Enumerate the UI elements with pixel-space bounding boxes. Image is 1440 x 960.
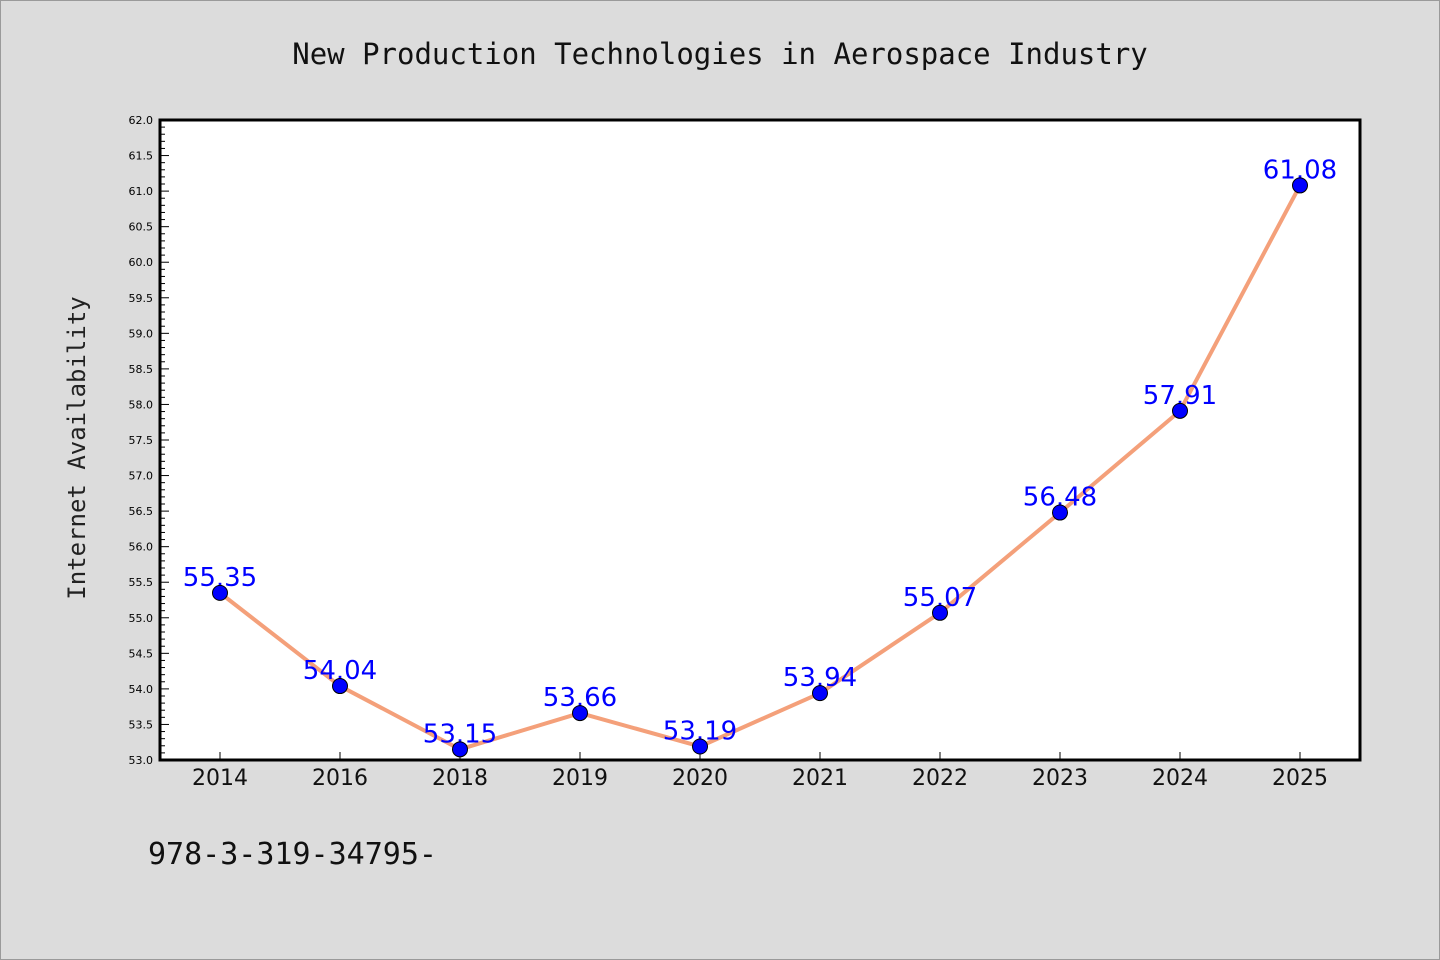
x-tick-label: 2024 [1152, 766, 1208, 791]
data-point-marker [452, 741, 468, 758]
x-tick-label: 2021 [792, 766, 848, 791]
data-point-marker [932, 604, 948, 621]
footnote: 978-3-319-34795- [148, 837, 437, 872]
y-axis: 53.0 53.5 54.0 54.5 55.0 55.5 56.0 56.5 57.0 57.5… [129, 114, 169, 767]
x-tick-label: 2020 [672, 766, 728, 791]
x-tick-label: 2023 [1032, 766, 1088, 791]
x-tick-label: 2019 [552, 766, 608, 791]
y-tick-label: 58.5 [129, 363, 154, 376]
data-point-marker [1172, 402, 1188, 419]
chart-title: New Production Technologies in Aerospace… [292, 37, 1148, 71]
y-axis-label: Internet Availability [63, 296, 91, 599]
y-tick-label: 60.5 [129, 221, 154, 234]
y-tick-label: 61.5 [129, 150, 154, 163]
y-tick-label: 59.0 [129, 327, 154, 340]
y-tick-label: 56.5 [129, 505, 154, 518]
data-point-marker [332, 678, 348, 695]
data-point-marker [572, 705, 588, 722]
data-point-marker [692, 738, 708, 755]
y-tick-label: 62.0 [129, 114, 154, 127]
x-axis: 2014 2016 2018 2019 2020 2021 2022 2023 2024 2025 [192, 752, 1328, 791]
y-tick-label: 53.0 [129, 754, 154, 767]
x-tick-label: 2018 [432, 766, 488, 791]
plot-area [160, 120, 1360, 760]
y-tick-label: 59.5 [129, 292, 154, 305]
series-line [218, 183, 1302, 752]
y-tick-label: 56.0 [129, 541, 154, 554]
y-tick-label: 58.0 [129, 398, 154, 411]
y-tick-label: 61.0 [129, 185, 154, 198]
y-tick-label: 54.5 [129, 647, 154, 660]
data-point-marker [1292, 177, 1308, 194]
x-tick-label: 2016 [312, 766, 368, 791]
x-tick-label: 2022 [912, 766, 968, 791]
data-point-marker [812, 685, 828, 702]
y-tick-label: 55.5 [129, 576, 154, 589]
y-tick-label: 57.0 [129, 470, 154, 483]
plot-border [158, 118, 1362, 762]
y-tick-label: 54.0 [129, 683, 154, 696]
data-point-marker [1052, 504, 1068, 521]
y-tick-label: 60.0 [129, 256, 154, 269]
series-layer: 55.3554.0453.1553.6653.1953.9455.0756.48… [183, 155, 1337, 758]
data-point-marker [212, 584, 228, 601]
x-tick-label: 2025 [1272, 766, 1328, 791]
y-tick-label: 55.0 [129, 612, 154, 625]
y-tick-label: 53.5 [129, 718, 154, 731]
x-tick-label: 2014 [192, 766, 248, 791]
y-tick-label: 57.5 [129, 434, 154, 447]
